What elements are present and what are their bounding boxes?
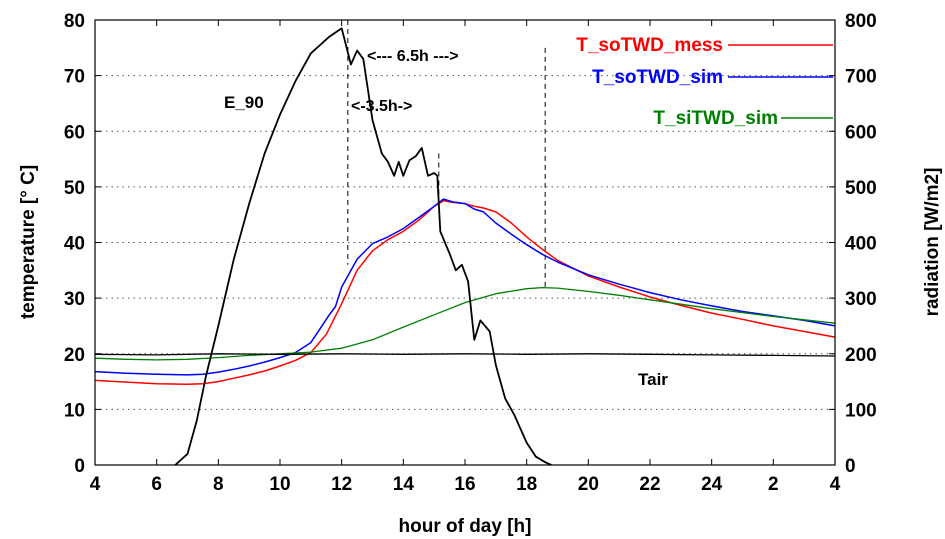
ticks-layer: 4 6 8 10 12 14 16 18 20 22 24 2 40102030405060708001… <box>64 11 877 495</box>
y-tick-label: 40 <box>64 234 85 255</box>
y2-tick-label: 800 <box>845 11 877 32</box>
y-tick-label: 60 <box>64 122 85 143</box>
x-tick-label: 4 <box>830 474 841 495</box>
y-tick-label: 20 <box>64 345 85 366</box>
x-tick-label: 12 <box>331 474 352 495</box>
x-tick-label: 2 <box>768 474 779 495</box>
x-tick-label: 10 <box>269 474 290 495</box>
series-line-tair <box>94 353 836 357</box>
x-tick-label: 14 <box>393 474 415 495</box>
x-tick-label: 6 <box>151 474 162 495</box>
x-axis-title: hour of day [h] <box>399 516 532 537</box>
y-tick-label: 70 <box>64 67 85 88</box>
legend-label-t-sotwd-mess: T_soTWD_mess <box>576 35 723 56</box>
y2-tick-label: 300 <box>845 289 877 310</box>
x-tick-label: 18 <box>516 474 537 495</box>
y2-tick-label: 0 <box>845 456 856 477</box>
y-tick-label: 0 <box>74 456 85 477</box>
y-axis-title: temperature [° C] <box>18 165 39 319</box>
y2-tick-label: 500 <box>845 178 877 199</box>
legend-label-t-sitwd-sim: T_siTWD_sim <box>653 108 778 129</box>
y2-tick-label: 100 <box>845 400 877 421</box>
y2-tick-label: 600 <box>845 122 877 143</box>
series-line-t-sotwd-sim <box>94 198 836 376</box>
series-line-t-sitwd-sim <box>94 286 836 361</box>
y-tick-label: 10 <box>64 400 85 421</box>
y-tick-label: 30 <box>64 289 85 310</box>
annotation-e90: E_90 <box>224 93 264 112</box>
x-tick-label: 22 <box>639 474 660 495</box>
y2-tick-label: 200 <box>845 345 877 366</box>
x-tick-label: 16 <box>454 474 475 495</box>
annotation-delay-3-5h: <-3.5h-> <box>351 98 412 115</box>
x-tick-label: 4 <box>90 474 101 495</box>
x-tick-label: 20 <box>578 474 599 495</box>
y2-tick-label: 400 <box>845 234 877 255</box>
annotation-tair: Tair <box>638 370 668 389</box>
series-line-e-90 <box>174 27 552 466</box>
y-tick-label: 80 <box>64 11 85 32</box>
legend-label-t-sotwd-sim: T_soTWD_sim <box>592 67 723 88</box>
y2-axis-title: radiation [W/m2] <box>922 168 943 317</box>
series-layer <box>94 27 836 466</box>
y2-tick-label: 700 <box>845 67 877 88</box>
annotation-delay-6-5h: <--- 6.5h ---> <box>367 48 459 65</box>
legend: T_soTWD_mess T_soTWD_sim T_siTWD_sim <box>576 35 833 129</box>
x-tick-label: 24 <box>701 474 723 495</box>
y-tick-label: 50 <box>64 178 85 199</box>
x-tick-label: 8 <box>213 474 224 495</box>
